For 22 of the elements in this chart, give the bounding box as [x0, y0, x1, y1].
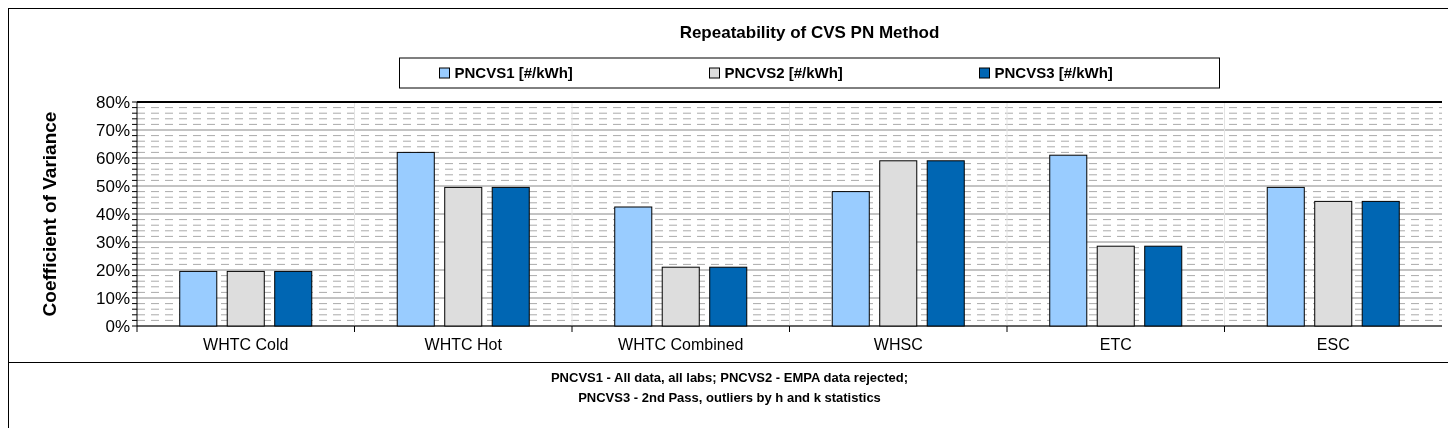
legend-label: PNCVS2 [#/kWh] [724, 64, 843, 82]
y-tick-label: 20% [95, 260, 130, 280]
x-tick-label: WHTC Combined [618, 336, 744, 353]
y-tick-label: 60% [95, 148, 130, 168]
x-tick-label: WHTC Hot [424, 336, 503, 353]
legend-label: PNCVS1 [#/kWh] [454, 64, 573, 82]
x-tick-label: ESC [1316, 336, 1350, 353]
legend-label: PNCVS3 [#/kWh] [994, 64, 1113, 82]
y-tick-label: 40% [95, 204, 130, 224]
y-tick-label: 10% [95, 288, 130, 308]
y-tick-label: 70% [95, 120, 130, 140]
x-tick-label: WHSC [873, 336, 923, 353]
text: PNCVS3 - 2nd Pass, outliers by h and k statistics [578, 390, 881, 405]
y-tick-label: 0% [105, 316, 130, 336]
y-tick-label: 80% [95, 92, 130, 112]
chart-title: Repeatability of CVS PN Method [679, 23, 940, 42]
text: PNCVS1 - All data, all labs; PNCVS2 - EMPA data rejected; [550, 370, 909, 385]
y-axis-title: Coefficient of Variance [39, 111, 60, 317]
x-tick-label: WHTC Cold [203, 336, 289, 353]
y-tick-label: 50% [95, 176, 130, 196]
x-tick-label: ETC [1099, 336, 1132, 353]
y-tick-label: 30% [95, 232, 130, 252]
